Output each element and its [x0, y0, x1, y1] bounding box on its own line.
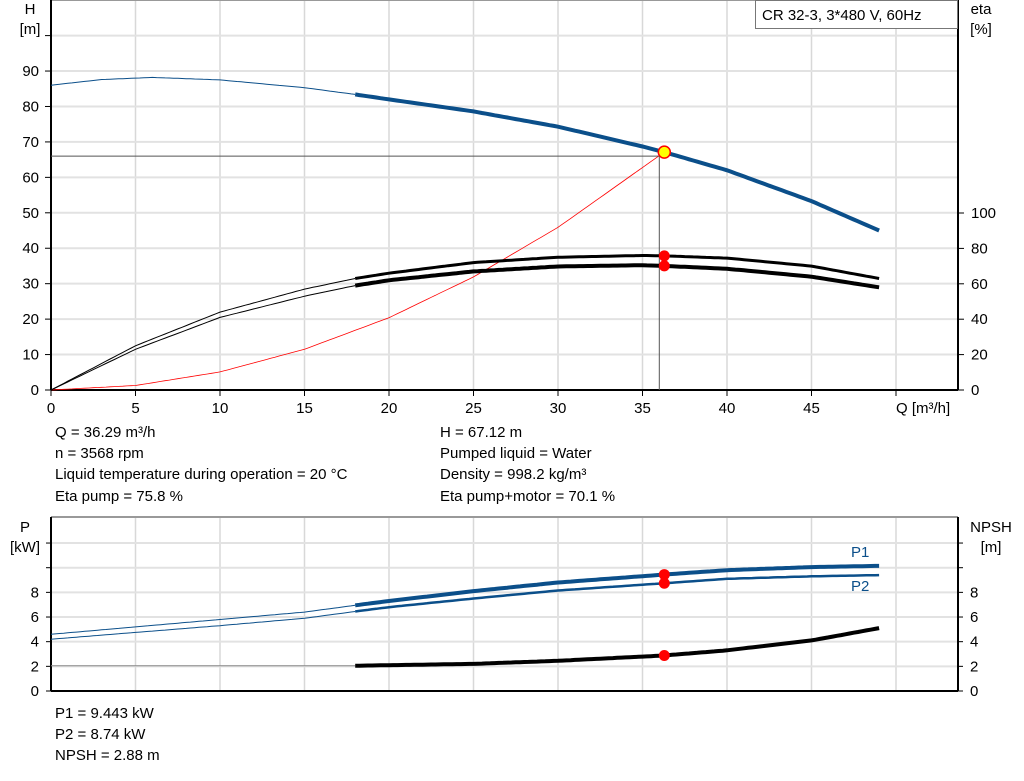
series-NPSH: [355, 626, 880, 668]
series-H: [354, 92, 880, 233]
series-system-curve: [50, 152, 664, 391]
info-p2: P2 = 8.74 kW: [55, 726, 146, 743]
info-n: n = 3568 rpm: [55, 445, 144, 462]
x-tick-label: 0: [47, 400, 55, 417]
y-tick-label: 30: [22, 276, 39, 293]
title-box: [755, 0, 958, 29]
info-eta-pump: Eta pump = 75.8 %: [55, 488, 183, 505]
info-temp: Liquid temperature during operation = 20…: [55, 466, 348, 483]
info-q: Q = 36.29 m³/h: [55, 424, 156, 441]
x-tick-label: 35: [634, 400, 651, 417]
y-axis-unit: [kW]: [10, 539, 40, 556]
info-density: Density = 998.2 kg/m³: [440, 466, 587, 483]
y-tick-label: 0: [31, 382, 39, 399]
x-tick-label: 25: [465, 400, 482, 417]
y-tick-label: 4: [31, 634, 39, 651]
y-axis-label: P: [20, 519, 30, 536]
series-H-extended: [50, 76, 356, 95]
y2-axis-unit: [m]: [981, 539, 1002, 556]
y-tick-label: 90: [22, 63, 39, 80]
y2-tick-label: 6: [970, 609, 978, 626]
y-tick-label: 2: [31, 658, 39, 675]
chart-title: CR 32-3, 3*480 V, 60Hz: [762, 7, 922, 24]
eta-pump-motor-marker: [658, 260, 670, 272]
x-tick-label: 20: [381, 400, 398, 417]
y-tick-label: 6: [31, 609, 39, 626]
y-tick-label: 60: [22, 169, 39, 186]
y2-tick-label: 0: [971, 382, 979, 399]
series-P2-extended: [50, 611, 356, 640]
y-axis-label: H: [25, 1, 36, 18]
y-tick-label: 40: [22, 240, 39, 257]
y-tick-label: 80: [22, 98, 39, 115]
x-tick-label: 30: [550, 400, 567, 417]
series-P2: [355, 573, 880, 613]
y-axis-unit: [m]: [20, 21, 41, 38]
info-p1: P1 = 9.443 kW: [55, 705, 154, 722]
series-P1: [354, 563, 880, 608]
y2-axis-label: eta: [971, 1, 993, 18]
y-tick-label: 0: [31, 683, 39, 700]
P2-marker: [658, 577, 670, 589]
y-tick-label: 50: [22, 205, 39, 222]
y2-tick-label: 40: [971, 311, 988, 328]
y2-tick-label: 0: [970, 683, 978, 700]
x-axis-label: Q [m³/h]: [896, 400, 950, 417]
NPSH-marker: [658, 649, 670, 661]
y-tick-label: 10: [22, 347, 39, 364]
y2-tick-label: 4: [970, 634, 978, 651]
x-tick-label: 15: [296, 400, 313, 417]
series-eta-pump-motor: [354, 263, 880, 290]
y-tick-label: 70: [22, 134, 39, 151]
y2-tick-label: 80: [971, 240, 988, 257]
y2-axis-label: NPSH: [970, 519, 1012, 536]
series-label-p1: P1: [851, 544, 869, 561]
series-eta-pump-motor-extended: [50, 285, 356, 391]
info-liquid: Pumped liquid = Water: [440, 445, 592, 462]
y2-tick-label: 2: [970, 658, 978, 675]
eta-pump-marker: [658, 250, 670, 262]
y2-tick-label: 60: [971, 276, 988, 293]
y2-tick-label: 8: [970, 584, 978, 601]
P1-marker: [658, 569, 670, 581]
x-tick-label: 10: [212, 400, 229, 417]
series-label-p2: P2: [851, 578, 869, 595]
series-P1-extended: [50, 604, 356, 635]
info-npsh: NPSH = 2.88 m: [55, 747, 160, 764]
series-eta-pump-extended: [50, 278, 356, 391]
series-eta-pump: [354, 254, 880, 280]
x-tick-label: 5: [131, 400, 139, 417]
x-tick-label: 40: [719, 400, 736, 417]
operating-point-marker: [657, 145, 672, 159]
y-tick-label: 20: [22, 311, 39, 328]
x-tick-label: 45: [803, 400, 820, 417]
y2-tick-label: 100: [971, 205, 996, 222]
info-h: H = 67.12 m: [440, 424, 523, 441]
y-tick-label: 8: [31, 584, 39, 601]
y2-tick-label: 20: [971, 347, 988, 364]
info-eta-pump-motor: Eta pump+motor = 70.1 %: [440, 488, 616, 505]
y2-axis-unit: [%]: [970, 21, 992, 38]
